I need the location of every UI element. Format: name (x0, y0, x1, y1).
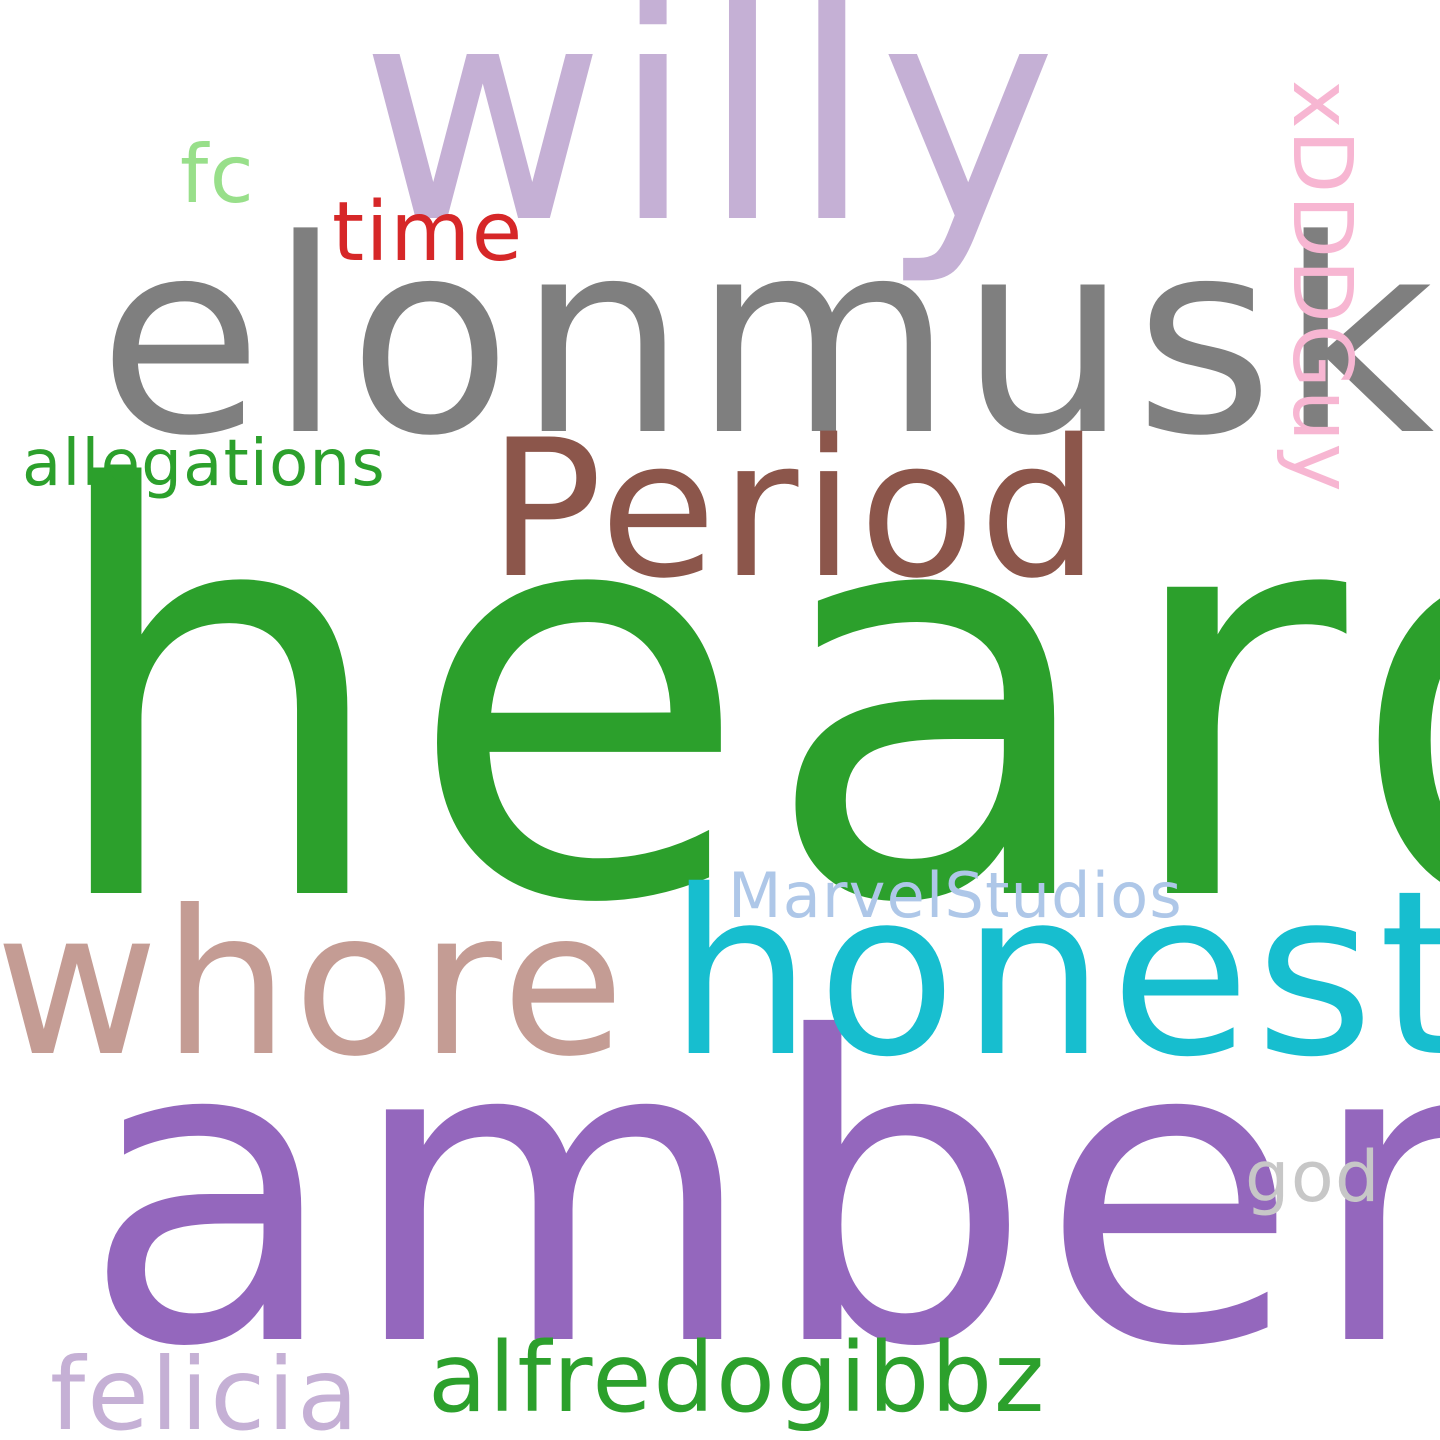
word-fc: fc (180, 128, 256, 221)
word-allegations: allegations (22, 427, 387, 501)
word-felicia: felicia (50, 1336, 361, 1440)
word-elonmusk: elonmusk (98, 183, 1440, 495)
word-whore: whore (0, 868, 629, 1101)
word-time: time (332, 185, 524, 280)
word-period: Period (488, 399, 1104, 620)
word-marvelstudios: MarvelStudios (728, 859, 1183, 932)
word-honest: honest (668, 841, 1440, 1107)
word-god: god (1245, 1136, 1381, 1218)
word-alfredogibbz: alfredogibbz (428, 1322, 1047, 1434)
word-willy: willy (360, 0, 1063, 289)
word-amber: amber (82, 950, 1440, 1439)
word-heard: heard (40, 374, 1440, 1026)
word-xdddguy: xDDDGuy (1274, 80, 1369, 494)
